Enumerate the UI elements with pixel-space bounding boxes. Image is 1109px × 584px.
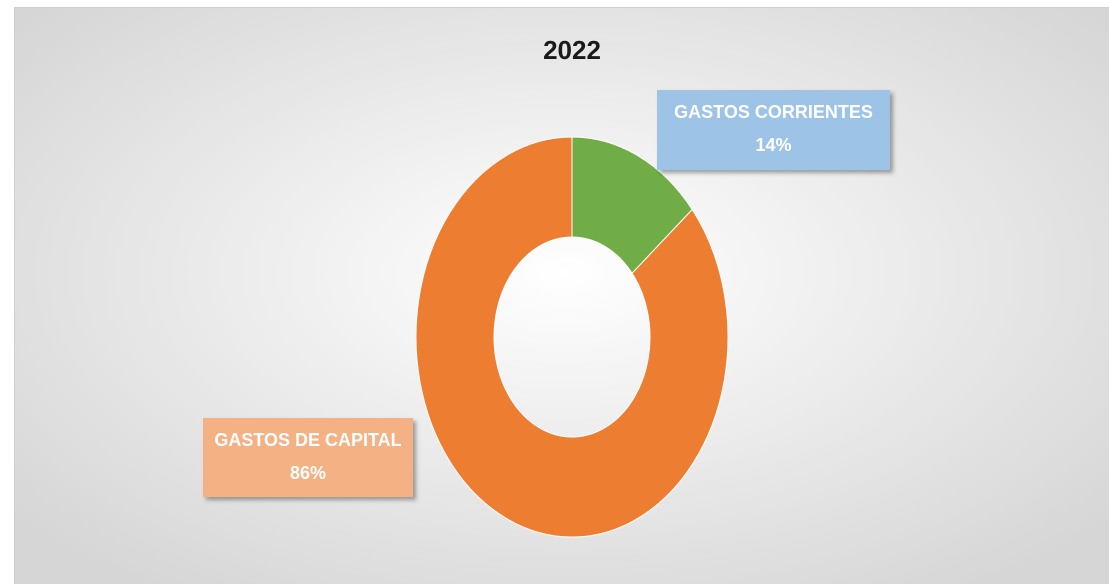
slice-label: GASTOS DE CAPITAL (214, 430, 401, 450)
slice (415, 136, 729, 538)
slice-value-label: 86% (290, 463, 326, 483)
slice-value-label: 14% (755, 135, 791, 155)
label-box (203, 418, 413, 497)
slice-label: GASTOS CORRIENTES (674, 102, 873, 122)
chart-title: 2022 (543, 35, 601, 65)
label-box (657, 90, 890, 170)
